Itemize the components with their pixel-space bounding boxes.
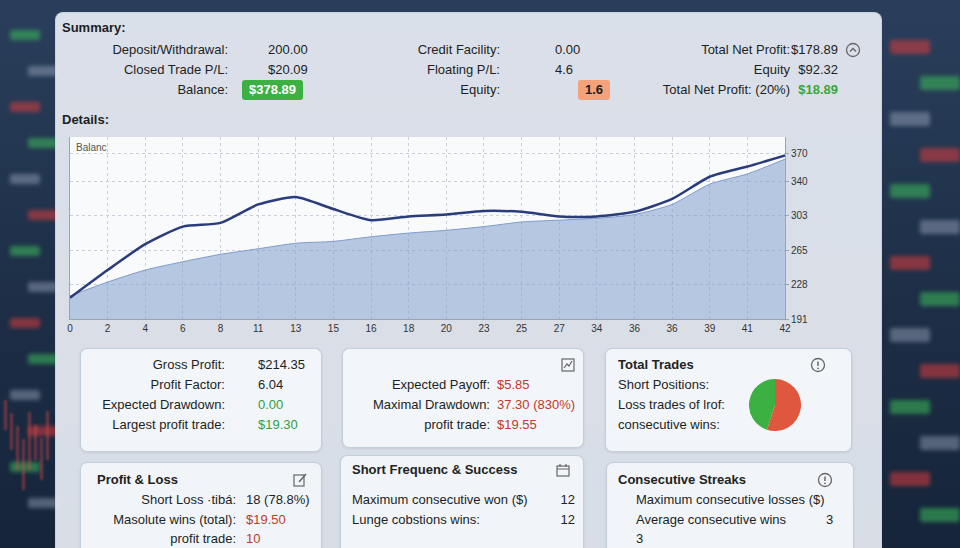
html-text:consecutive wins:: consecutive wins:	[618, 417, 720, 432]
html-text:18 (78.8%): 18 (78.8%)	[246, 492, 310, 507]
svg-text:41: 41	[742, 323, 754, 334]
svg-text:Balanc: Balanc	[76, 142, 107, 153]
html-text:$19.55: $19.55	[497, 417, 537, 432]
html-text:$378.89: $378.89	[249, 82, 296, 97]
html-text:Equity:: Equity:	[460, 82, 500, 97]
html-text:Equity: Equity	[753, 62, 790, 77]
html-text:Short Frequenc & Success: Short Frequenc & Success	[352, 462, 518, 477]
svg-text:340: 340	[791, 176, 808, 187]
html-text:Maximum consecutive won ($): Maximum consecutive won ($)	[352, 492, 528, 507]
html-text:$20.09: $20.09	[268, 62, 308, 77]
html-text:Maximal Drawdown:: Maximal Drawdown:	[373, 397, 490, 412]
html-text:$92.32: $92.32	[798, 62, 838, 77]
svg-text:16: 16	[365, 323, 377, 334]
svg-text:36: 36	[667, 323, 679, 334]
html-text:Gross Profit:: Gross Profit:	[152, 357, 225, 372]
html-text:200.00: 200.00	[268, 42, 308, 57]
svg-text:303: 303	[791, 210, 808, 221]
svg-text:13: 13	[290, 323, 302, 334]
html-text:Summary:: Summary:	[62, 20, 126, 35]
html-text:Details:: Details:	[62, 112, 109, 127]
svg-text:23: 23	[478, 323, 490, 334]
html-text:Total Net Profit: (20%): Total Net Profit: (20%)	[662, 82, 790, 97]
html-text:3: 3	[826, 512, 834, 527]
html-text:0.00: 0.00	[555, 42, 581, 57]
html-text:Short Positions:: Short Positions:	[618, 377, 709, 392]
html-text:12: 12	[560, 512, 575, 527]
html-text:Expected Payoff:: Expected Payoff:	[392, 377, 490, 392]
svg-text:370: 370	[791, 148, 808, 159]
html-text:3: 3	[636, 531, 644, 546]
svg-text:11: 11	[253, 323, 264, 334]
html-text:1.6: 1.6	[585, 82, 604, 97]
html-text:10: 10	[246, 531, 261, 546]
svg-text:20: 20	[441, 323, 453, 334]
svg-text:27: 27	[554, 323, 566, 334]
html-text:Profit & Loss: Profit & Loss	[97, 472, 178, 487]
html-text:$214.35: $214.35	[258, 357, 305, 372]
svg-text:42: 42	[779, 323, 791, 334]
html-text:Lunge cobstions wins:: Lunge cobstions wins:	[352, 512, 480, 527]
html-text:$5.85: $5.85	[497, 377, 530, 392]
svg-text:2: 2	[105, 323, 111, 334]
html-text:Consecutive Streaks: Consecutive Streaks	[618, 472, 746, 487]
svg-text:15: 15	[328, 323, 340, 334]
html-text:0.00: 0.00	[258, 397, 284, 412]
html-text:Closed Trade P/L:: Closed Trade P/L:	[123, 62, 228, 77]
svg-text:228: 228	[791, 279, 808, 290]
html-text:Balance:: Balance:	[177, 82, 228, 97]
svg-text:34: 34	[591, 323, 603, 334]
html-text:12: 12	[560, 492, 575, 507]
html-text:Average consecutive wins: Average consecutive wins	[636, 512, 787, 527]
html-text:Total Trades: Total Trades	[618, 357, 694, 372]
html-text:4.6: 4.6	[555, 62, 574, 77]
html-text:Floating P/L:: Floating P/L:	[427, 62, 500, 77]
html-text:Credit Facility:: Credit Facility:	[417, 42, 500, 57]
html-text:6.04: 6.04	[258, 377, 284, 392]
html-text:profit trade:: profit trade:	[170, 531, 236, 546]
html-text:Deposit/Withdrawal:: Deposit/Withdrawal:	[112, 42, 228, 57]
html-text:$19.50: $19.50	[246, 512, 286, 527]
svg-text:4: 4	[142, 323, 148, 334]
html-text:Largest profit trade:: Largest profit trade:	[112, 417, 225, 432]
svg-text:25: 25	[516, 323, 528, 334]
svg-text:0: 0	[67, 323, 73, 334]
svg-text:6: 6	[180, 323, 186, 334]
svg-text:8: 8	[218, 323, 224, 334]
svg-text:18: 18	[403, 323, 415, 334]
html-text:Maximum consecutive losses ($): Maximum consecutive losses ($)	[636, 492, 825, 507]
html-text:37.30 (830%): 37.30 (830%)	[497, 397, 576, 412]
html-text:Loss trades of lrof:: Loss trades of lrof:	[618, 397, 725, 412]
html-text:$18.89: $18.89	[798, 82, 838, 97]
svg-text:36: 36	[629, 323, 641, 334]
html-text:Short Loss ·tibá:: Short Loss ·tibá:	[141, 492, 236, 507]
html-text:Total Net Profit: $178.89: Total Net Profit: $178.89	[701, 42, 838, 57]
svg-text:265: 265	[791, 245, 808, 256]
html-text:profit trade:: profit trade:	[424, 417, 490, 432]
html-text:Masolute wins (total):: Masolute wins (total):	[113, 512, 236, 527]
svg-text:39: 39	[704, 323, 716, 334]
html-text:$19.30: $19.30	[258, 417, 298, 432]
html-text:Expected Drawdown:: Expected Drawdown:	[102, 397, 225, 412]
svg-text:191: 191	[791, 314, 808, 325]
html-text:Profit Factor:: Profit Factor:	[150, 377, 225, 392]
